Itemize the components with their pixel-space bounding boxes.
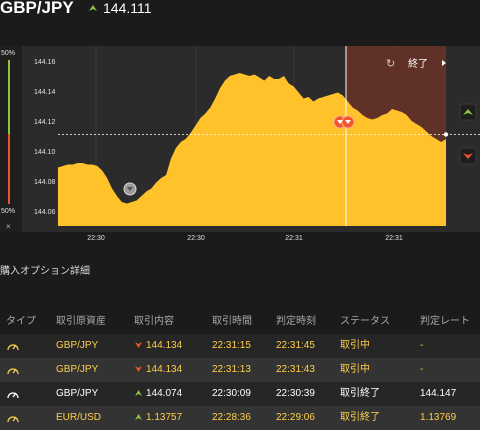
purchase-details-title: 購入オプション詳細 — [0, 266, 90, 277]
down-arrow-icon — [463, 153, 473, 159]
rate-cell: - — [420, 340, 424, 351]
asset-cell: GBP/JPY — [56, 364, 99, 375]
x-axis-ticks: 22:30 22:30 22:31 22:31 — [87, 235, 403, 242]
table-row[interactable]: GBP/JPY 144.074 22:30:09 22:30:39 取引終了 144.14… — [0, 382, 480, 406]
asset-pair-title: GBP/JPY — [0, 0, 74, 17]
asset-cell: GBP/JPY — [56, 340, 99, 351]
y-tick-label: 144.06 — [34, 209, 56, 216]
price-up-icon — [89, 5, 97, 11]
judge-time-cell: 22:31:43 — [276, 364, 315, 375]
down-ratio-bar — [8, 134, 10, 204]
status-cell: 取引終了 — [340, 388, 380, 399]
judge-time-cell: 22:31:45 — [276, 340, 315, 351]
column-header: 取引原資産 — [56, 316, 106, 327]
down-arrow-icon — [135, 366, 142, 372]
chart-svg[interactable]: 50% 50% × 144.16 144.14 144.12 144.10 144.08… — [0, 40, 480, 250]
time-cell: 22:30:09 — [212, 388, 251, 399]
restart-icon[interactable]: ↻ — [386, 57, 395, 70]
status-cell: 取引中 — [340, 340, 370, 351]
gauge-icon — [7, 392, 19, 399]
header-bar: GBP/JPY 144.111 — [0, 0, 480, 40]
status-cell: 取引終了 — [340, 412, 380, 423]
left-percent-bottom: 50% — [1, 208, 15, 215]
asset-cell: GBP/JPY — [56, 388, 99, 399]
up-arrow-icon — [463, 109, 473, 115]
y-tick-label: 144.10 — [34, 149, 56, 156]
end-arrow-icon — [442, 60, 446, 66]
y-tick-label: 144.14 — [34, 89, 56, 96]
up-arrow-icon — [135, 414, 142, 420]
gauge-icon — [7, 344, 19, 351]
down-arrow-icon — [135, 342, 142, 348]
y-tick-label: 144.12 — [34, 119, 56, 126]
rate-cell: - — [420, 364, 424, 375]
current-price: 144.111 — [103, 0, 152, 16]
x-tick-label: 22:31 — [285, 235, 303, 242]
rate-cell: 1.13769 — [420, 412, 457, 423]
content-cell: 144.134 — [134, 358, 182, 382]
column-header: ステータス — [340, 316, 390, 327]
y-tick-label: 144.16 — [34, 59, 56, 66]
content-cell: 144.074 — [134, 382, 182, 406]
judge-time-cell: 22:30:39 — [276, 388, 315, 399]
close-ratio-icon[interactable]: × — [6, 222, 11, 231]
end-label[interactable]: 終了 — [408, 57, 428, 70]
up-ratio-bar — [8, 60, 10, 134]
up-arrow-icon — [135, 390, 142, 396]
status-cell: 取引中 — [340, 364, 370, 375]
current-price-dot — [443, 132, 449, 137]
content-cell: 144.134 — [134, 334, 182, 358]
x-tick-label: 22:30 — [87, 235, 105, 242]
time-cell: 22:31:15 — [212, 340, 251, 351]
column-header: タイプ — [6, 316, 36, 327]
price-chart[interactable]: 50% 50% × 144.16 144.14 144.12 144.10 144.08… — [0, 40, 480, 250]
column-header: 判定時刻 — [276, 316, 316, 327]
time-cell: 22:28:36 — [212, 412, 251, 423]
y-tick-label: 144.08 — [34, 179, 56, 186]
judge-time-cell: 22:29:06 — [276, 412, 315, 423]
column-header: 判定レート — [420, 316, 470, 327]
gauge-icon — [7, 416, 19, 423]
asset-cell: EUR/USD — [56, 412, 102, 423]
x-tick-label: 22:30 — [187, 235, 205, 242]
time-cell: 22:31:13 — [212, 364, 251, 375]
table-header: タイプ 取引原資産 取引内容 取引時間 判定時刻 ステータス 判定レート — [0, 310, 480, 334]
table-row[interactable]: GBP/JPY 144.134 22:31:15 22:31:45 取引中 - — [0, 334, 480, 358]
table-row[interactable]: EUR/USD 1.13757 22:28:36 22:29:06 取引終了 1.1376… — [0, 406, 480, 430]
x-tick-label: 22:31 — [385, 235, 403, 242]
left-percent-top: 50% — [1, 50, 15, 57]
y-axis-ticks: 144.16 144.14 144.12 144.10 144.08 144.06 — [34, 59, 56, 216]
rate-cell: 144.147 — [420, 388, 457, 399]
price-area — [58, 73, 446, 226]
gauge-icon — [7, 368, 19, 375]
table-row[interactable]: GBP/JPY 144.134 22:31:13 22:31:43 取引中 - — [0, 358, 480, 382]
column-header: 取引時間 — [212, 316, 252, 327]
content-cell: 1.13757 — [134, 406, 182, 430]
column-header: 取引内容 — [134, 316, 174, 327]
